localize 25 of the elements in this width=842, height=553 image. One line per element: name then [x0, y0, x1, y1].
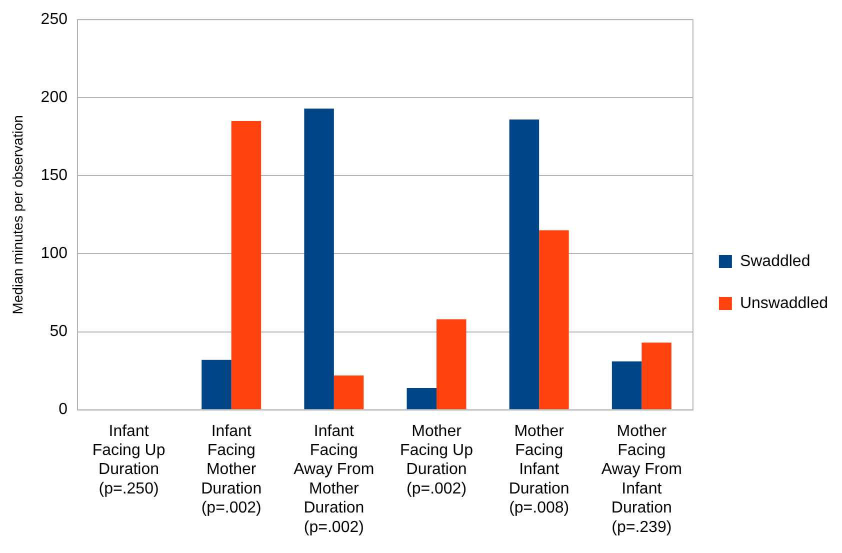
- x-tick-label: Mother Facing Away From Infant Duration (p=.239): [601, 422, 682, 536]
- x-tick-label: Infant Facing Away From Mother Duration (p=.002): [294, 422, 374, 536]
- legend-label: Unswaddled: [740, 294, 828, 312]
- y-tick-label: 100: [40, 245, 68, 262]
- bar: [436, 319, 466, 410]
- y-tick-label: 200: [40, 89, 68, 106]
- bar: [406, 388, 437, 410]
- bar: [231, 121, 262, 410]
- x-tick-label: Mother Facing Infant Duration (p=.008): [508, 422, 570, 517]
- x-tick-label: Infant Facing Mother Duration (p=.002): [201, 422, 262, 517]
- y-tick-label: 50: [50, 323, 68, 340]
- x-tick-label: Mother Facing Up Duration (p=.002): [400, 422, 474, 498]
- bar: [642, 342, 672, 410]
- bar: [509, 119, 540, 410]
- y-tick-label: 250: [40, 11, 68, 28]
- y-axis-title: Median minutes per observation: [9, 115, 26, 314]
- y-tick-label: 0: [58, 401, 68, 418]
- bar: [334, 375, 364, 410]
- x-tick-label: Infant Facing Up Duration (p=.250): [92, 422, 166, 498]
- bar: [202, 360, 232, 410]
- bar: [612, 361, 642, 410]
- bar: [304, 108, 334, 410]
- bar: [539, 230, 569, 410]
- y-tick-label: 150: [40, 167, 68, 184]
- legend-label: Swaddled: [740, 252, 810, 270]
